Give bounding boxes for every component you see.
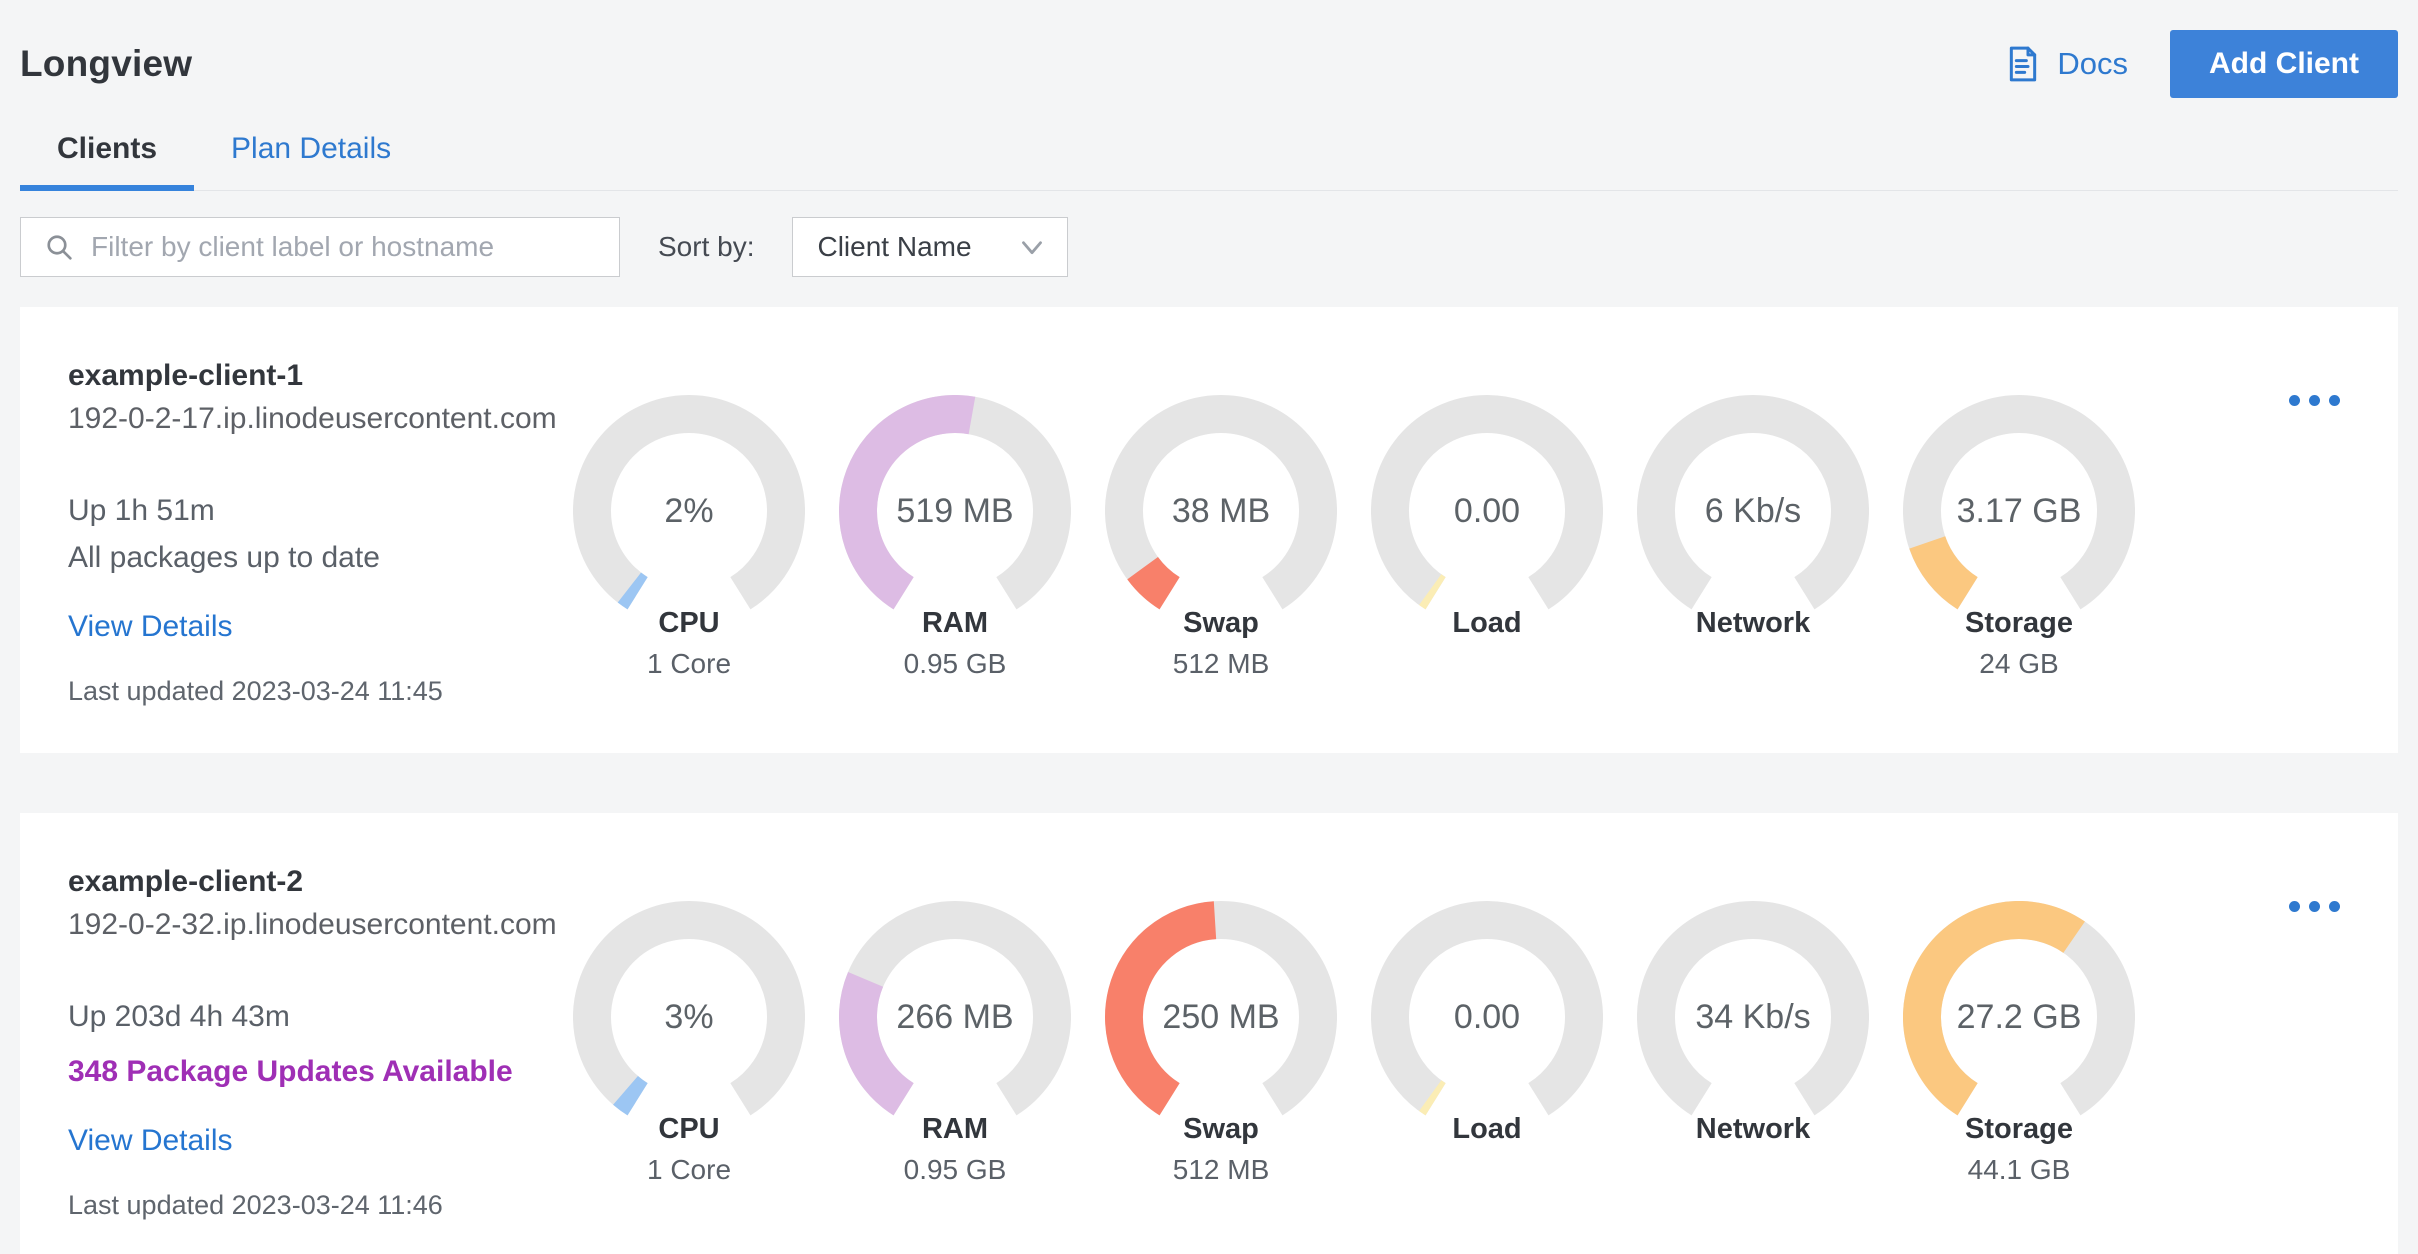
sort-select-value: Client Name (817, 231, 972, 262)
gauge-metric-label: RAM (921, 1113, 989, 1145)
kebab-dot (2309, 395, 2320, 406)
gauges-row: 2% CPU 1 Core 519 MB RAM 0.95 GB 38 MB Swap 512 … (573, 395, 2135, 680)
kebab-dot (2329, 395, 2340, 406)
gauge-cpu: 3% CPU 1 Core (573, 901, 805, 1186)
gauge-sub-label: 1 Core (646, 1154, 732, 1185)
page-title: Longview (20, 43, 193, 84)
gauges-row: 3% CPU 1 Core 266 MB RAM 0.95 GB 250 MB Swap 512… (573, 901, 2135, 1186)
client-packages-status: 348 Package Updates Available (68, 1055, 513, 1088)
gauge-value: 0.00 (1453, 997, 1521, 1036)
view-details-link[interactable]: View Details (68, 1124, 233, 1157)
kebab-dot (2289, 395, 2300, 406)
tab-clients[interactable]: Clients (20, 132, 195, 191)
gauge-metric-label: Storage (1965, 607, 2073, 639)
client-uptime: Up 203d 4h 43m (68, 1000, 290, 1033)
gauge-value: 2% (664, 491, 714, 530)
gauge-value: 0.00 (1453, 491, 1521, 530)
search-icon (47, 235, 72, 260)
gauge-sub-label: 0.95 GB (903, 1154, 1007, 1185)
gauge-metric-label: Network (1695, 607, 1811, 639)
gauge-storage: 27.2 GB Storage 44.1 GB (1903, 901, 2135, 1186)
gauge-metric-label: Storage (1965, 1113, 2073, 1145)
filter-toolbar: Sort by: Client Name (20, 217, 2398, 277)
sort-select[interactable]: Client Name (792, 217, 1069, 277)
sort-by-label: Sort by: (658, 231, 755, 262)
gauge-sub-label: 512 MB (1172, 648, 1270, 679)
client-info: example-client-1 192-0-2-17.ip.linodeuse… (68, 359, 573, 707)
client-name: example-client-1 (68, 359, 304, 392)
docs-link[interactable]: Docs (2003, 44, 2128, 84)
gauge-sub-label: 0.95 GB (903, 648, 1007, 679)
gauge-cpu: 2% CPU 1 Core (573, 395, 805, 680)
page-header: Longview Docs Add Client (20, 0, 2398, 98)
gauge-network: 34 Kb/s Network (1637, 901, 1869, 1186)
gauge-network: 6 Kb/s Network (1637, 395, 1869, 680)
gauge-load: 0.00 Load (1371, 901, 1603, 1186)
gauge-metric-label: Network (1695, 1113, 1811, 1145)
tab-plan-details[interactable]: Plan Details (231, 132, 392, 165)
gauge-sub-label: 512 MB (1172, 1154, 1270, 1185)
client-name: example-client-2 (68, 865, 304, 898)
client-filter-box (20, 217, 620, 277)
docs-icon (2003, 44, 2043, 84)
gauge-metric-label: CPU (658, 1113, 720, 1145)
gauge-metric-label: Swap (1183, 607, 1259, 639)
kebab-dot (2289, 901, 2300, 912)
docs-link-label: Docs (2057, 46, 2128, 81)
gauge-swap: 250 MB Swap 512 MB (1105, 901, 1337, 1186)
card-actions-menu-button[interactable] (2279, 385, 2350, 416)
kebab-dot (2309, 901, 2320, 912)
gauge-metric-label: RAM (921, 607, 989, 639)
client-card-1: example-client-1 192-0-2-17.ip.linodeuse… (20, 307, 2398, 753)
card-actions-menu-button[interactable] (2279, 891, 2350, 922)
header-actions: Docs Add Client (2003, 30, 2398, 98)
gauge-swap: 38 MB Swap 512 MB (1105, 395, 1337, 680)
client-last-updated: Last updated 2023-03-24 11:45 (68, 676, 443, 706)
client-hostname: 192-0-2-17.ip.linodeusercontent.com (68, 402, 557, 435)
client-card-2: example-client-2 192-0-2-32.ip.linodeuse… (20, 813, 2398, 1254)
add-client-button[interactable]: Add Client (2170, 30, 2398, 98)
tab-bar: Clients Plan Details (20, 132, 2398, 191)
gauge-storage: 3.17 GB Storage 24 GB (1903, 395, 2135, 680)
gauge-value: 3% (664, 997, 714, 1036)
client-last-updated: Last updated 2023-03-24 11:46 (68, 1190, 443, 1220)
gauge-value: 34 Kb/s (1695, 997, 1811, 1036)
gauge-ram: 266 MB RAM 0.95 GB (839, 901, 1071, 1186)
gauge-metric-label: Swap (1183, 1113, 1259, 1145)
gauge-sub-label: 44.1 GB (1967, 1154, 2071, 1185)
gauge-metric-label: Load (1452, 607, 1522, 639)
gauge-metric-label: CPU (658, 607, 720, 639)
gauge-sub-label: 1 Core (646, 648, 732, 679)
gauge-value: 250 MB (1162, 997, 1280, 1036)
gauge-value: 6 Kb/s (1704, 491, 1802, 530)
client-filter-input[interactable] (75, 218, 619, 276)
client-info: example-client-2 192-0-2-32.ip.linodeuse… (68, 865, 573, 1221)
gauge-value: 38 MB (1171, 491, 1271, 530)
gauge-sub-label: 24 GB (1979, 648, 2059, 679)
client-hostname: 192-0-2-32.ip.linodeusercontent.com (68, 908, 557, 941)
gauge-value: 519 MB (896, 491, 1014, 530)
chevron-down-icon (1022, 241, 1043, 255)
gauge-ram: 519 MB RAM 0.95 GB (839, 395, 1071, 680)
kebab-dot (2329, 901, 2340, 912)
client-uptime: Up 1h 51m (68, 494, 215, 527)
view-details-link[interactable]: View Details (68, 610, 233, 643)
gauge-value: 27.2 GB (1956, 997, 2082, 1036)
gauge-metric-label: Load (1452, 1113, 1522, 1145)
client-packages-status: All packages up to date (68, 541, 380, 574)
gauge-value: 266 MB (896, 997, 1014, 1036)
gauge-load: 0.00 Load (1371, 395, 1603, 680)
gauge-value: 3.17 GB (1956, 491, 2082, 530)
